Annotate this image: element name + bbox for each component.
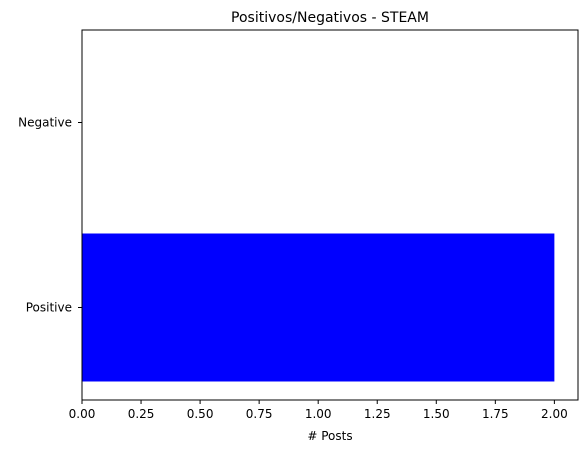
x-tick-label: 0.25 — [128, 407, 155, 421]
x-tick-label: 0.50 — [187, 407, 214, 421]
x-tick-label: 1.00 — [305, 407, 332, 421]
chart-title: Positivos/Negativos - STEAM — [231, 10, 429, 26]
plot-frame — [81, 29, 579, 401]
x-tick-label: 1.50 — [423, 407, 450, 421]
x-tick-label: 1.75 — [482, 407, 509, 421]
x-axis: 0.00 0.25 0.50 0.75 1.00 1.25 1.50 1.75 2.00 — [69, 400, 568, 421]
x-axis-label: # Posts — [307, 429, 352, 443]
x-tick-label: 0.75 — [246, 407, 273, 421]
y-axis: Positive Negative — [18, 116, 82, 315]
bars-group — [82, 233, 555, 382]
x-tick-label: 1.25 — [364, 407, 391, 421]
y-tick-label-negative: Negative — [18, 116, 72, 130]
x-tick-label: 2.00 — [541, 407, 568, 421]
y-tick-label-positive: Positive — [26, 301, 72, 315]
x-tick-label: 0.00 — [69, 407, 96, 421]
bar-positive — [82, 233, 555, 382]
